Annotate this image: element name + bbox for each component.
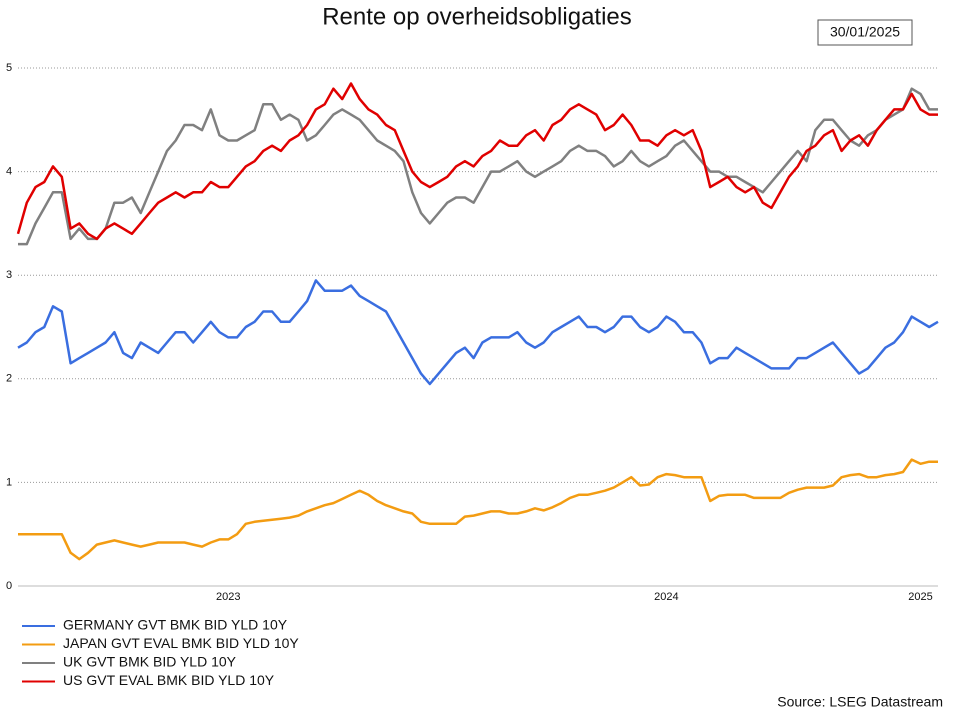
series-line (16, 82, 938, 241)
source: Source: LSEG Datastream (777, 694, 943, 710)
y-tick-label: 2 (6, 373, 12, 385)
y-tick-label: 0 (6, 580, 12, 592)
y-tick-label: 1 (6, 476, 12, 488)
x-tick-label: 2024 (654, 591, 678, 603)
y-tick-label: 4 (6, 166, 12, 178)
series-line (17, 279, 939, 386)
chart-title: Rente op overheidsobligaties (322, 3, 632, 30)
legend-label: JAPAN GVT EVAL BMK BID YLD 10Y (63, 635, 299, 651)
legend-label: US GVT EVAL BMK BID YLD 10Y (63, 672, 275, 688)
series-line (18, 458, 938, 561)
x-tick-label: 2025 (908, 591, 932, 603)
x-tick-label: 2023 (216, 591, 240, 603)
y-tick-label: 3 (6, 269, 12, 281)
y-tick-label: 5 (6, 62, 12, 74)
series-line (18, 87, 938, 246)
date-label: 30/01/2025 (830, 24, 900, 40)
legend-label: GERMANY GVT BMK BID YLD 10Y (63, 617, 288, 633)
date-box (817, 19, 913, 46)
legend-label: UK GVT BMK BID YLD 10Y (63, 654, 237, 670)
